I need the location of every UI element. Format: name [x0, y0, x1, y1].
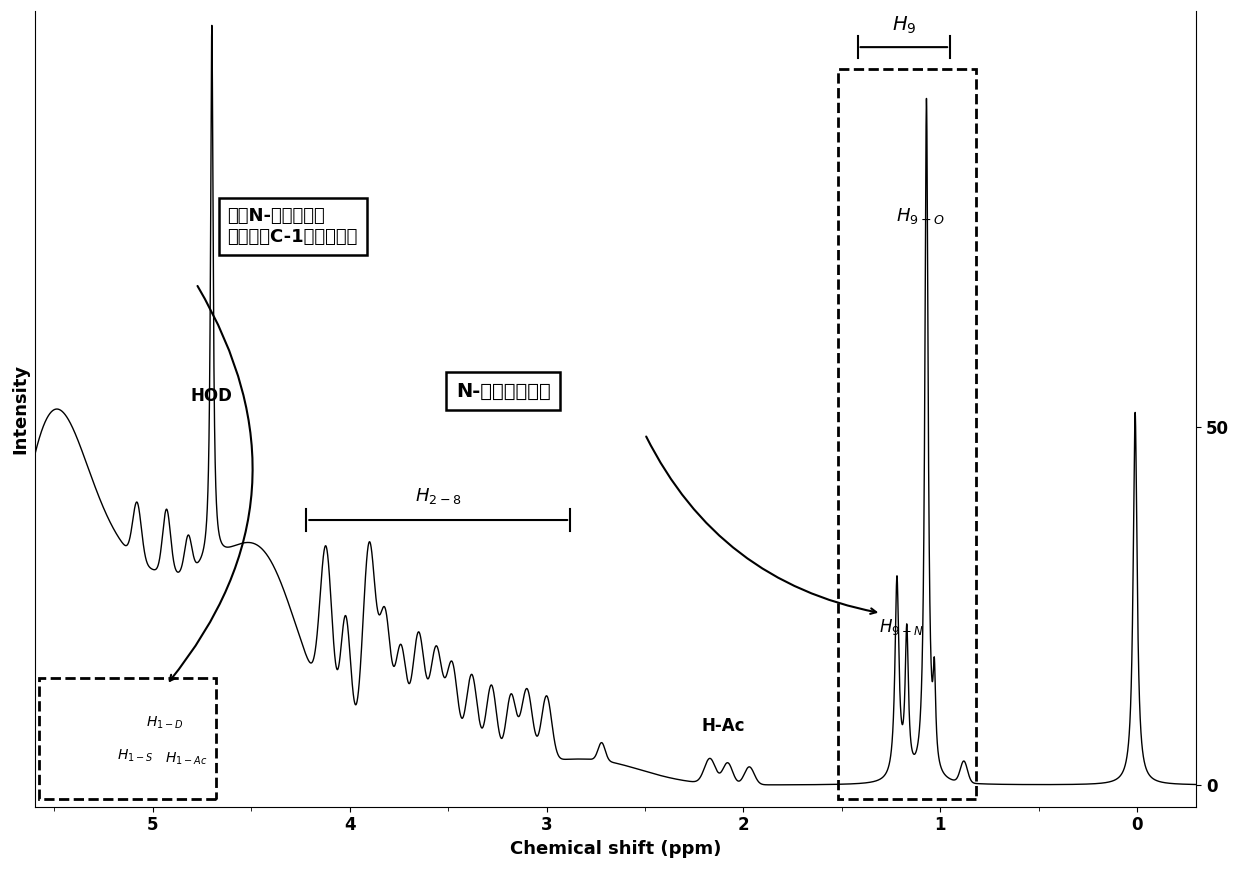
Text: $H_{9-N}$: $H_{9-N}$ — [879, 618, 924, 638]
Bar — [38, 678, 216, 799]
Text: $H_{1-Ac}$: $H_{1-Ac}$ — [165, 751, 207, 767]
Text: H-Ac: H-Ac — [702, 717, 745, 735]
Text: $H_9$: $H_9$ — [892, 15, 916, 36]
X-axis label: Chemical shift (ppm): Chemical shift (ppm) — [510, 840, 722, 858]
Text: $H_{1-S}$: $H_{1-S}$ — [117, 747, 154, 764]
Text: N-取代与总取代: N-取代与总取代 — [456, 381, 551, 401]
Y-axis label: Intensity: Intensity — [11, 364, 29, 454]
Text: 体现N-取代状态的
异头碳（C-1位）质了峰: 体现N-取代状态的 异头碳（C-1位）质了峰 — [228, 207, 358, 246]
Text: HOD: HOD — [191, 388, 233, 405]
Text: $H_{1-D}$: $H_{1-D}$ — [146, 715, 184, 732]
Text: $H_{2-8}$: $H_{2-8}$ — [415, 486, 461, 506]
Text: $H_{9-O}$: $H_{9-O}$ — [897, 206, 945, 226]
Bar — [838, 69, 976, 799]
